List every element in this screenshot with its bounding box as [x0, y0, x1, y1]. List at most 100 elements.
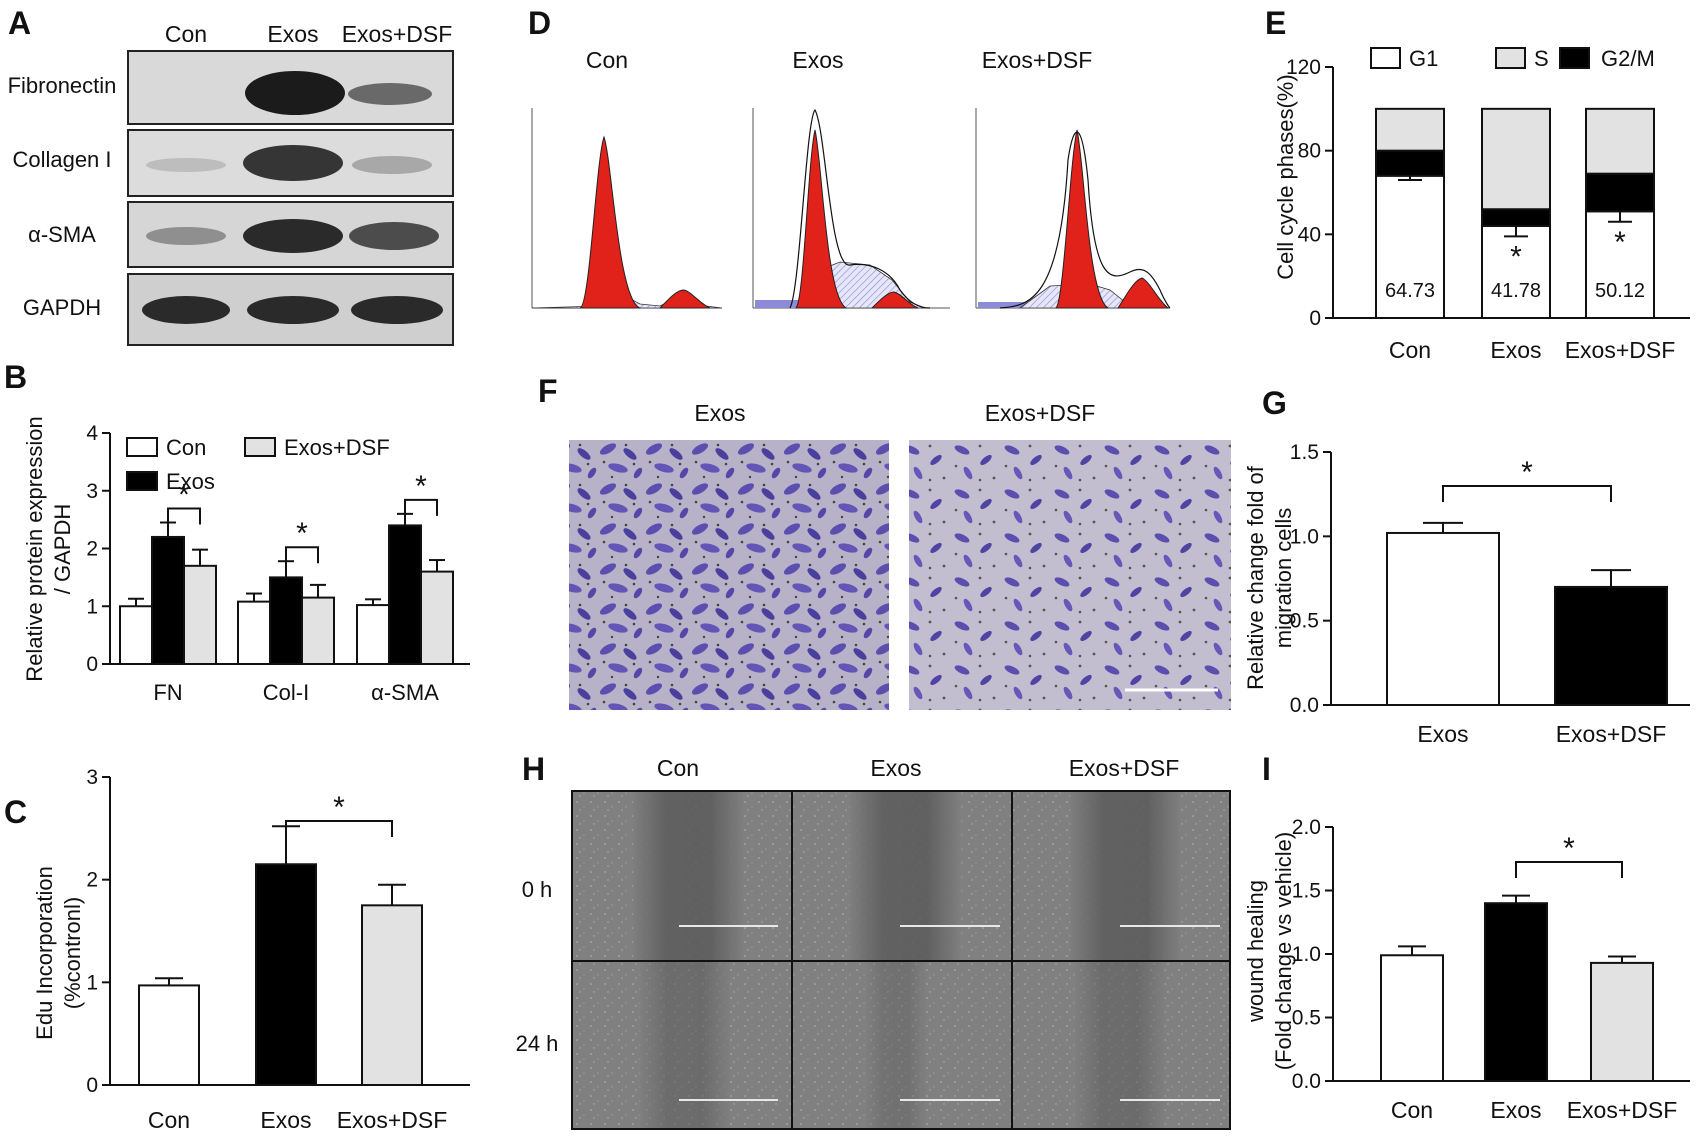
legend-swatch-g2m	[1559, 47, 1590, 69]
legend-label: Exos	[166, 469, 215, 494]
stack-s-exos-dsf	[1585, 107, 1655, 175]
transwell-image-exos	[569, 440, 889, 710]
blot-band	[247, 296, 339, 324]
bar-exos-dsf	[1554, 585, 1668, 707]
panel-i-chart: I wound healing (Fold change vs vehicle)…	[1243, 751, 1690, 1123]
histogram-title: Con	[586, 47, 628, 73]
g1-peak	[1054, 129, 1110, 309]
legend-swatch-s	[1495, 47, 1526, 69]
panel-h: H Con Exos Exos+DSF 0 h 24 h	[516, 751, 1231, 1130]
y-tick-label: 3	[86, 766, 98, 789]
bar-col-i-con	[237, 600, 271, 666]
panel-label-a: A	[8, 5, 31, 41]
y-tick-label: 1.0	[1292, 943, 1321, 966]
significance-mark: *	[1510, 240, 1522, 273]
legend-label: S	[1534, 46, 1549, 71]
stack-s-exos	[1481, 107, 1551, 211]
g2-peak	[1117, 277, 1170, 309]
overlay-trace	[999, 131, 1171, 309]
wound-row-label: 0 h	[522, 877, 553, 902]
legend-label: G2/M	[1601, 46, 1655, 71]
bar-con	[138, 984, 200, 1086]
x-tick-label: Exos	[1417, 721, 1468, 747]
blot-band	[146, 227, 226, 245]
blot-band	[146, 158, 226, 172]
bar--sma-con	[356, 604, 390, 665]
x-tick-label: Exos	[1490, 1097, 1541, 1123]
significance-bracket	[167, 507, 201, 525]
y-tick-label: 40	[1298, 223, 1321, 246]
y-tick-label: 4	[86, 422, 98, 445]
bar-fn-exos-dsf	[183, 564, 217, 666]
y-axis-title: Edu Incorporation	[32, 866, 57, 1040]
bar-con	[1380, 954, 1444, 1083]
y-tick-label: 1	[86, 971, 98, 994]
y-axis-title: (%contronl)	[60, 897, 85, 1009]
data-label: 64.73	[1385, 280, 1435, 302]
bar-exos-dsf	[361, 904, 423, 1086]
wound-gap	[866, 962, 926, 1128]
stack-g2m-con	[1375, 149, 1445, 177]
g1-peak	[579, 135, 641, 309]
bar-exos	[1386, 531, 1500, 707]
x-tick-label: Con	[148, 1107, 190, 1133]
y-tick-label: 2	[86, 869, 98, 892]
g1-peak	[794, 129, 848, 309]
blot-band	[245, 71, 345, 115]
significance-mark: *	[415, 470, 427, 503]
panel-d: D Con Exos Exos+DSF	[528, 5, 1171, 309]
blot-row-label: α-SMA	[28, 222, 96, 247]
wound-gap	[850, 792, 960, 960]
y-tick-label: 1	[86, 595, 98, 618]
blot-band	[142, 296, 230, 324]
histogram-title: Exos	[792, 47, 843, 73]
blot-band	[349, 222, 439, 250]
panel-f: F Exos Exos+DSF	[538, 373, 1231, 710]
wound-gap	[1075, 962, 1165, 1128]
significance-bracket	[285, 820, 393, 837]
y-tick-label: 120	[1286, 56, 1321, 79]
y-tick-label: 1.0	[1290, 525, 1319, 548]
y-axis-title: / GAPDH	[50, 504, 75, 594]
x-tick-label: Exos	[1490, 337, 1541, 363]
y-axis-title: migration cells	[1271, 508, 1296, 649]
blot-row-label: Fibronectin	[8, 73, 117, 98]
wound-row-label: 24 h	[516, 1031, 559, 1056]
panel-label-g: G	[1262, 385, 1287, 421]
blot-column-label: Exos+DSF	[342, 21, 453, 47]
blot-band	[243, 219, 343, 253]
blot-band	[243, 145, 343, 181]
significance-mark: *	[1563, 832, 1575, 865]
blot-row-label: Collagen I	[12, 147, 111, 172]
image-title: Exos	[694, 400, 745, 426]
wound-gap	[633, 792, 743, 960]
histogram-title: Exos+DSF	[982, 47, 1093, 73]
bar-col-i-exos	[269, 576, 303, 665]
wound-column-label: Exos+DSF	[1069, 755, 1180, 781]
wound-column-label: Con	[657, 755, 699, 781]
wound-gap	[640, 962, 730, 1128]
y-tick-label: 80	[1298, 140, 1321, 163]
significance-bracket	[404, 498, 438, 516]
debris-area	[755, 300, 815, 308]
y-tick-label: 1.5	[1290, 441, 1319, 464]
panel-b-chart: B Relative protein expression / GAPDH Co…	[4, 359, 470, 705]
y-tick-label: 0.0	[1292, 1070, 1321, 1093]
panel-label-d: D	[528, 5, 551, 41]
bar-exos	[255, 863, 317, 1086]
y-tick-label: 1.5	[1292, 880, 1321, 903]
bar-exos-dsf	[1590, 961, 1654, 1083]
y-tick-label: 0.5	[1292, 1007, 1321, 1030]
y-tick-label: 0.0	[1290, 694, 1319, 717]
y-tick-label: 2.0	[1292, 816, 1321, 839]
significance-bracket	[1515, 861, 1623, 878]
bar--sma-exos	[388, 524, 422, 666]
significance-mark: *	[1614, 226, 1626, 259]
bar-exos	[1484, 902, 1548, 1083]
y-tick-label: 0	[86, 653, 98, 676]
overlay-trace	[789, 108, 931, 309]
bar-fn-exos	[151, 535, 185, 666]
y-axis-title: Relative change fold of	[1243, 465, 1268, 690]
legend-label: G1	[1409, 46, 1438, 71]
